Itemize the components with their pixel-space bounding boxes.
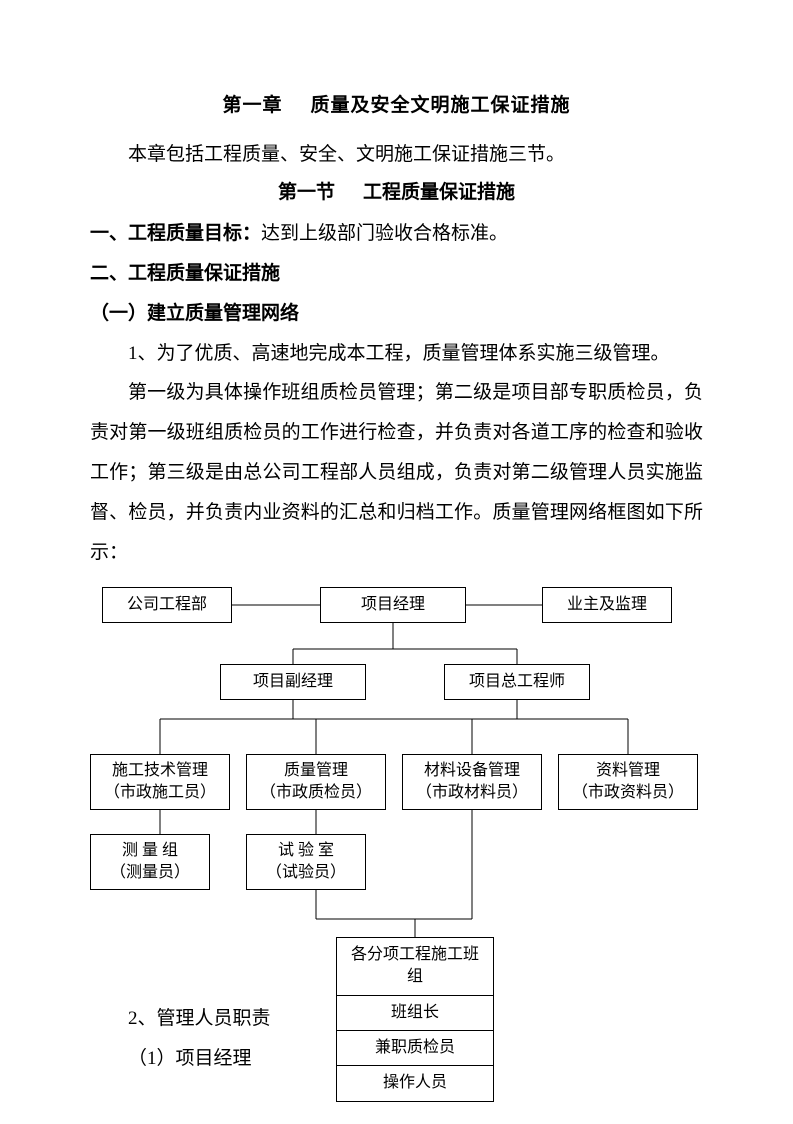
org-chart: 2、管理人员职责 （1）项目经理 公司工程部 项目经理 业主及监理项目副经理 项目总工… [90,579,703,1124]
paragraph-2: 第一级为具体操作班组质检员管理；第二级是项目部专职质检员，负责对第一级班组质检员… [90,373,703,572]
heading-3: （一）建立质量管理网络 [90,294,703,334]
chart-stack-cell: 班组长 [337,996,493,1031]
section-prefix: 第一节 [278,182,335,203]
chart-node-clsb: 材料设备管理 （市政材料员） [402,754,542,810]
chart-node-clz: 测 量 组 （测量员） [90,834,210,890]
section-title: 第一节 工程质量保证措施 [90,177,703,204]
chart-stack-cell: 操作人员 [337,1066,493,1100]
chart-node-yz: 业主及监理 [542,587,672,623]
chart-node-zlgl2: 资料管理 （市政资料员） [558,754,698,810]
chart-node-pm: 项目经理 [320,587,466,623]
chart-node-sys: 试 验 室 （试验员） [246,834,366,890]
chart-node-zlgl: 质量管理 （市政质检员） [246,754,386,810]
paragraph-1: 1、为了优质、高速地完成本工程，质量管理体系实施三级管理。 [90,334,703,374]
chart-stack-cell: 兼职质检员 [337,1031,493,1066]
heading-1-label: 一、工程质量目标： [90,223,261,244]
chart-node-zgcs: 项目总工程师 [444,664,590,700]
intro-paragraph: 本章包括工程质量、安全、文明施工保证措施三节。 [90,135,703,175]
chapter-prefix: 第一章 [222,95,282,116]
chart-stack-cell: 各分项工程施工班组 [337,938,493,996]
heading-2: 二、工程质量保证措施 [90,254,703,294]
chapter-title: 第一章 质量及安全文明施工保证措施 [90,90,703,117]
heading-1-rest: 达到上级部门验收合格标准。 [261,223,508,244]
chart-stack: 各分项工程施工班组班组长兼职质检员操作人员 [336,937,494,1102]
section-name: 工程质量保证措施 [363,182,515,203]
paragraph-4: （1）项目经理 [128,1039,252,1079]
chart-node-fjl: 项目副经理 [220,664,366,700]
chart-node-sgjs: 施工技术管理 （市政施工员） [90,754,230,810]
chapter-name: 质量及安全文明施工保证措施 [311,95,571,116]
heading-1: 一、工程质量目标：达到上级部门验收合格标准。 [90,214,703,254]
paragraph-3: 2、管理人员职责 [90,999,271,1039]
chart-node-gcb: 公司工程部 [102,587,232,623]
